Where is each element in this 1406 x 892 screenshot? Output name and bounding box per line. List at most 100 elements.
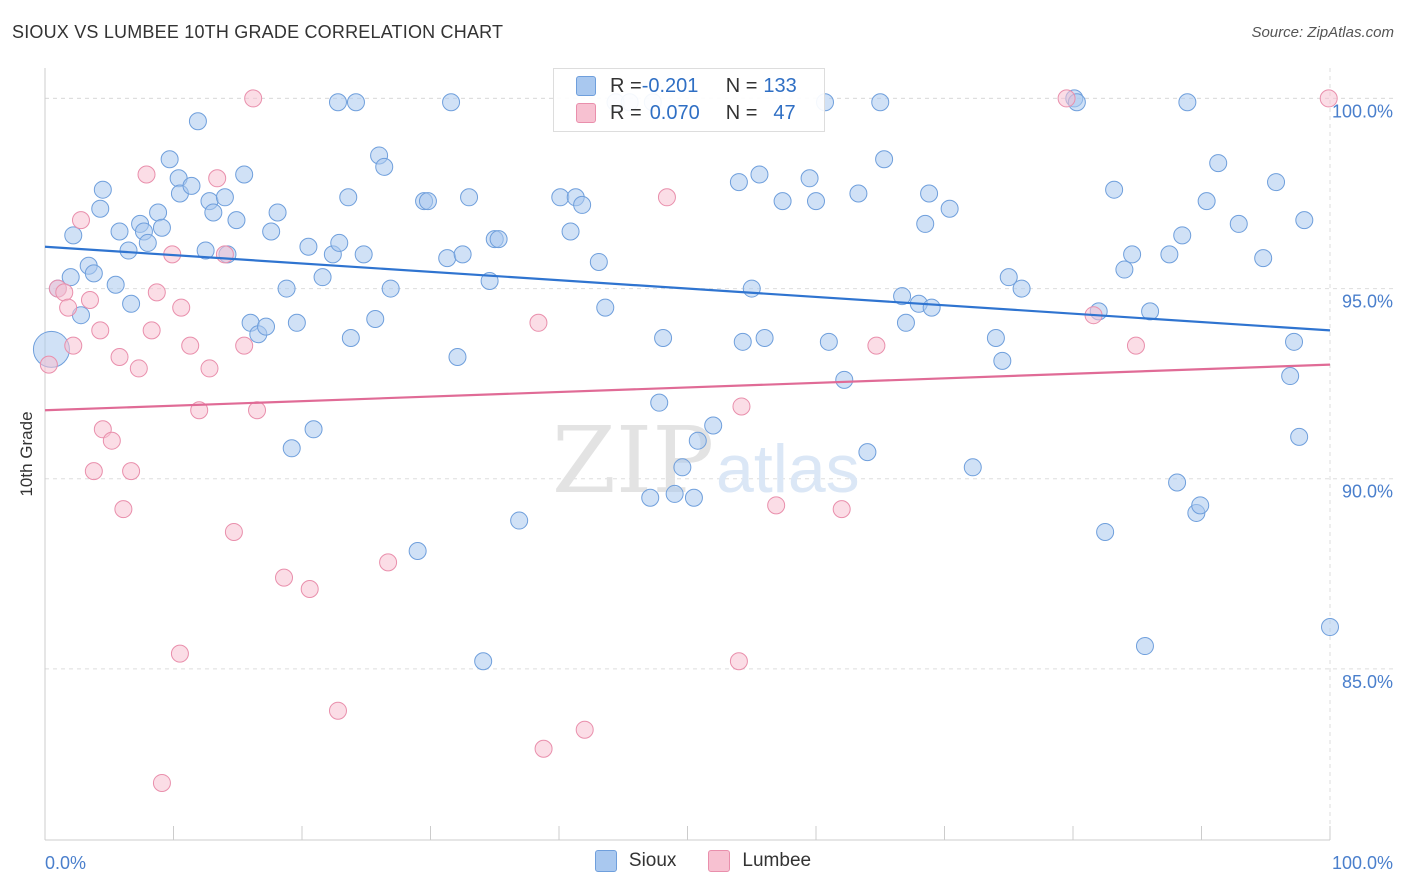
sioux-point xyxy=(299,237,318,256)
sioux-point xyxy=(1012,279,1031,298)
sioux-point xyxy=(654,329,673,348)
chart-source: Source: ZipAtlas.com xyxy=(1251,24,1394,41)
legend-item-lumbee[interactable]: Lumbee xyxy=(708,850,811,872)
lumbee-r-label: R = xyxy=(610,101,642,124)
sioux-point xyxy=(1285,332,1304,351)
lumbee-point xyxy=(181,336,200,355)
sioux-r-label: R = xyxy=(610,74,642,97)
stats-legend: R = -0.201 N = 133 R = 0.070 N = 47 xyxy=(553,68,825,132)
lumbee-point xyxy=(575,720,594,739)
sioux-point xyxy=(366,309,385,328)
lumbee-point xyxy=(657,188,676,207)
sioux-point xyxy=(1105,180,1124,199)
lumbee-point xyxy=(208,169,227,188)
sioux-trend-line xyxy=(44,245,1331,332)
sioux-point xyxy=(215,188,234,207)
sioux-point xyxy=(1168,473,1187,492)
lumbee-point xyxy=(55,283,74,302)
sioux-point xyxy=(149,203,168,222)
lumbee-trend-line xyxy=(44,363,1331,412)
sioux-point xyxy=(1254,249,1273,268)
sioux-n-label: N = xyxy=(725,74,758,97)
y-tick-label: 100.0% xyxy=(1332,101,1393,121)
x-tick-label-min: 0.0% xyxy=(45,853,86,873)
sioux-point xyxy=(673,458,692,477)
lumbee-point xyxy=(129,359,148,378)
sioux-point xyxy=(1321,618,1339,637)
lumbee-point xyxy=(64,336,83,355)
sioux-r-value: -0.201 xyxy=(641,74,699,97)
sioux-point xyxy=(750,165,769,184)
sioux-point xyxy=(204,203,223,222)
lumbee-point xyxy=(172,298,191,317)
sioux-point xyxy=(875,150,894,169)
sioux-point xyxy=(755,329,774,348)
sioux-point xyxy=(1135,637,1154,656)
legend-item-sioux[interactable]: Sioux xyxy=(594,850,676,872)
lumbee-point xyxy=(379,553,398,572)
sioux-point xyxy=(354,245,373,264)
lumbee-point xyxy=(137,165,156,184)
watermark-atlas: atlas xyxy=(716,431,860,507)
sioux-point xyxy=(196,241,215,260)
sioux-point xyxy=(138,233,157,252)
lumbee-point xyxy=(147,283,166,302)
x-tick-label-max: 100.0% xyxy=(1332,853,1393,873)
lumbee-point xyxy=(71,211,90,230)
sioux-point xyxy=(773,192,792,211)
lumbee-n-value: 47 xyxy=(773,101,796,124)
lumbee-point xyxy=(867,336,886,355)
sioux-point xyxy=(84,264,103,283)
sioux-point xyxy=(920,184,939,203)
lumbee-point xyxy=(1319,89,1338,108)
trend-layer xyxy=(44,245,1331,412)
lumbee-point xyxy=(91,321,110,340)
sioux-point xyxy=(227,211,246,230)
sioux-point xyxy=(835,370,854,389)
sioux-point xyxy=(93,180,112,199)
sioux-point xyxy=(1209,154,1228,173)
lumbee-point xyxy=(102,431,121,450)
sioux-point xyxy=(1123,245,1142,264)
sioux-point xyxy=(346,93,365,112)
axis-layer xyxy=(44,68,1331,841)
sioux-point xyxy=(1191,496,1210,515)
sioux-point xyxy=(341,329,360,348)
sioux-point xyxy=(1295,211,1314,230)
sioux-point xyxy=(442,93,461,112)
sioux-point xyxy=(896,313,915,332)
sioux-point xyxy=(188,112,207,131)
sioux-point xyxy=(418,192,437,211)
sioux-point xyxy=(438,249,457,268)
sioux-point xyxy=(160,150,179,169)
sioux-point xyxy=(940,199,959,218)
lumbee-point xyxy=(767,496,786,515)
sioux-point xyxy=(282,439,301,458)
sioux-point xyxy=(819,332,838,351)
sioux-point xyxy=(800,169,819,188)
legend-row-sioux: R = -0.201 N = 133 xyxy=(576,73,797,99)
lumbee-point xyxy=(170,644,189,663)
sioux-point xyxy=(893,287,912,306)
sioux-point xyxy=(304,420,323,439)
sioux-point xyxy=(152,218,171,237)
sioux-point xyxy=(61,268,80,287)
sioux-point xyxy=(182,176,201,195)
sioux-point xyxy=(474,652,493,671)
sioux-point xyxy=(453,245,472,264)
sioux-point xyxy=(122,294,141,313)
lumbee-point xyxy=(152,773,171,792)
sioux-point xyxy=(589,252,608,271)
sioux-point xyxy=(922,298,941,317)
legend-row-lumbee: R = 0.070 N = 47 xyxy=(576,100,796,126)
lumbee-n-label: N = xyxy=(725,101,758,124)
lumbee-point xyxy=(80,290,99,309)
sioux-point xyxy=(257,317,276,336)
y-tick-label: 90.0% xyxy=(1342,482,1393,502)
lumbee-point xyxy=(534,739,553,758)
lumbee-point xyxy=(110,348,129,367)
sioux-point xyxy=(916,214,935,233)
sioux-point xyxy=(986,329,1005,348)
sioux-point xyxy=(573,195,592,214)
lumbee-legend-label: Lumbee xyxy=(742,850,812,871)
